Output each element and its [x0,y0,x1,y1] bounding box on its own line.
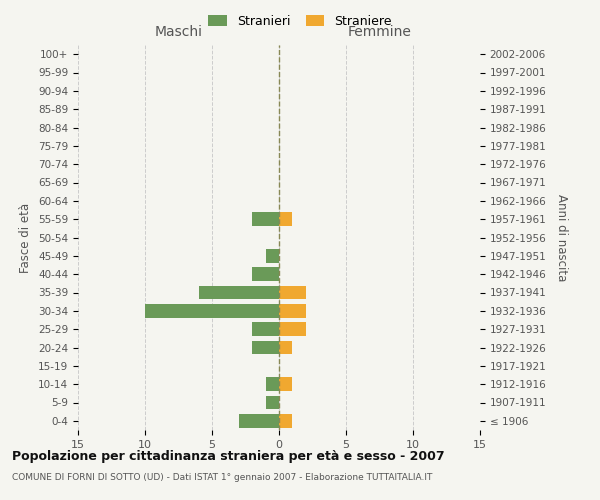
Bar [266,378,279,391]
Bar [279,378,292,391]
Text: Maschi: Maschi [155,26,203,40]
Bar [279,304,306,318]
Bar [252,322,279,336]
Bar [266,396,279,409]
Y-axis label: Anni di nascita: Anni di nascita [555,194,568,281]
Y-axis label: Fasce di età: Fasce di età [19,202,32,272]
Bar [145,304,279,318]
Text: Popolazione per cittadinanza straniera per età e sesso - 2007: Popolazione per cittadinanza straniera p… [12,450,445,463]
Text: Femmine: Femmine [347,26,412,40]
Bar [252,340,279,354]
Bar [279,340,292,354]
Bar [279,322,306,336]
Bar [279,212,292,226]
Legend: Stranieri, Straniere: Stranieri, Straniere [205,11,395,32]
Bar [239,414,279,428]
Bar [279,286,306,300]
Bar [199,286,279,300]
Text: COMUNE DI FORNI DI SOTTO (UD) - Dati ISTAT 1° gennaio 2007 - Elaborazione TUTTAI: COMUNE DI FORNI DI SOTTO (UD) - Dati IST… [12,472,433,482]
Bar [279,414,292,428]
Bar [266,249,279,262]
Bar [252,268,279,281]
Bar [252,212,279,226]
